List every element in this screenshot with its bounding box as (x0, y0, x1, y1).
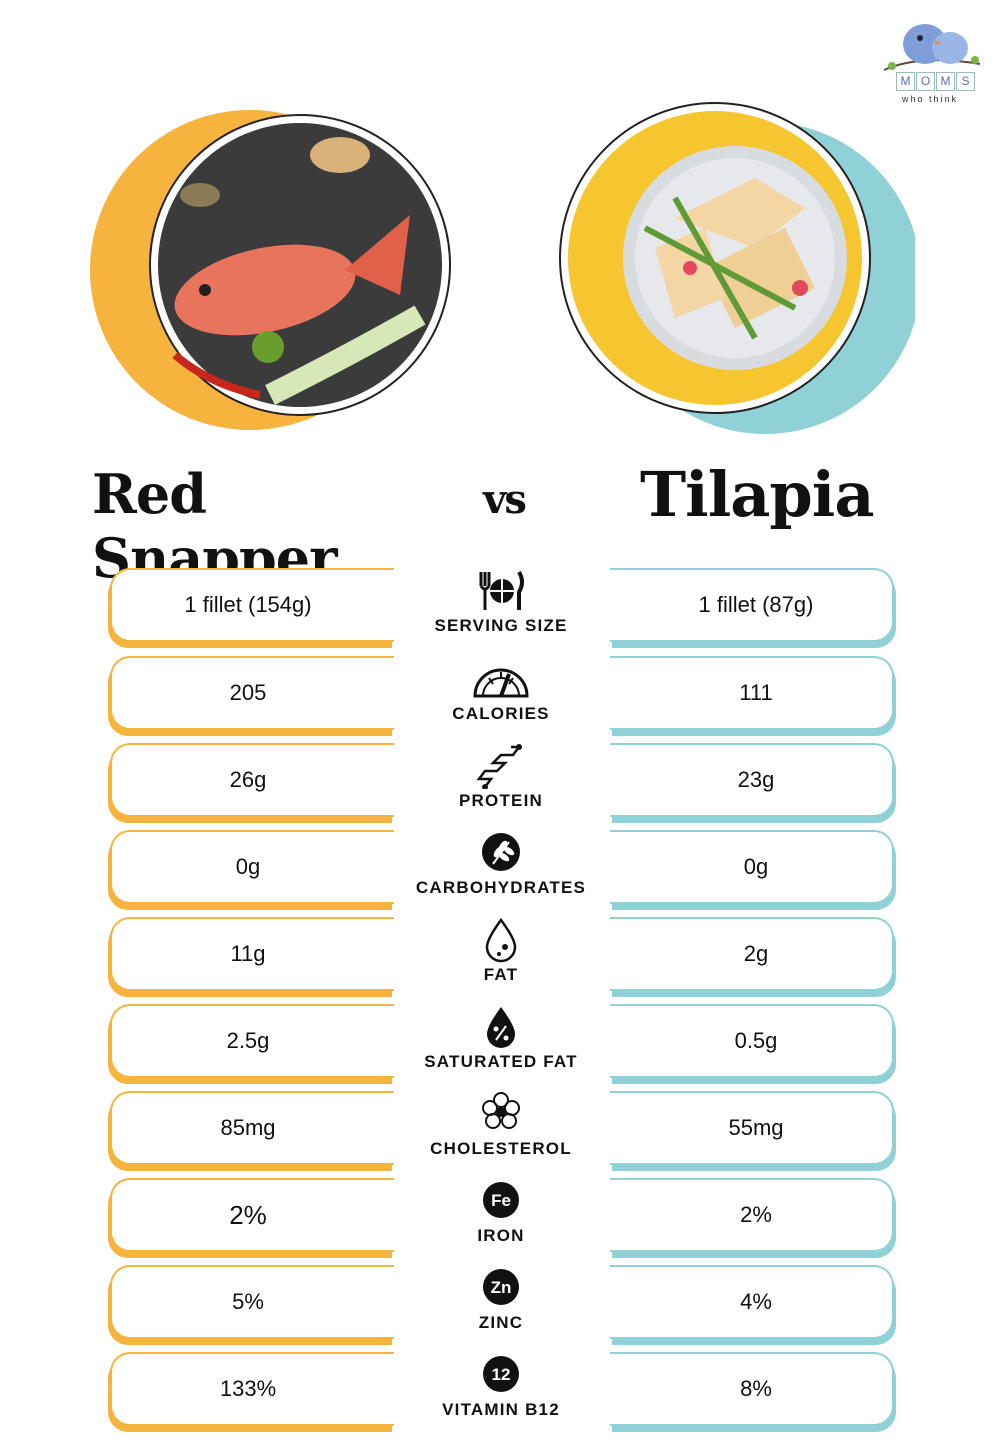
wheat-icon (482, 833, 520, 871)
bird-icon (883, 24, 981, 71)
nutrient-center: Zn ZINC (400, 1265, 602, 1333)
nutrient-center: SATURATED FAT (400, 1004, 602, 1072)
right-value: 8% (740, 1376, 772, 1401)
b12-badge-icon: 12 (483, 1356, 519, 1392)
right-value-pill: 55mg (610, 1091, 894, 1165)
nutrient-label: CALORIES (452, 704, 550, 723)
moms-who-think-logo: M O M S who think (880, 14, 985, 109)
row-calories: 205 CALORIES 111 (0, 656, 1000, 736)
nutrient-label: SERVING SIZE (434, 616, 568, 635)
red-snapper-image (90, 95, 460, 435)
right-value-pill: 111 (610, 656, 894, 730)
nutrient-center: FAT (400, 917, 602, 985)
nutrient-label: CARBOHYDRATES (415, 878, 587, 897)
row-zinc: 5% Zn ZINC 4% (0, 1265, 1000, 1345)
right-value-pill: 2% (610, 1178, 894, 1252)
nutrient-center: CARBOHYDRATES (400, 830, 602, 898)
nutrient-label: PROTEIN (459, 791, 543, 810)
right-value: 2g (743, 941, 769, 966)
logo-letters: M O M S (896, 72, 975, 91)
left-value: 205 (229, 680, 267, 705)
nutrient-center: CALORIES (400, 656, 602, 724)
right-value: 4% (740, 1289, 772, 1314)
right-value-pill: 0g (610, 830, 894, 904)
row-protein: 26g PROTEIN 23g (0, 743, 1000, 823)
right-value-pill: 4% (610, 1265, 894, 1339)
nutrient-label: IRON (477, 1226, 525, 1245)
nutrient-center: SERVING SIZE (400, 568, 602, 636)
left-value: 2.5g (226, 1028, 270, 1053)
right-value-pill: 1 fillet (87g) (610, 568, 894, 642)
right-value: 0.5g (734, 1028, 778, 1053)
row-saturated-fat: 2.5g SATURATED FAT 0.5g (0, 1004, 1000, 1084)
nutrient-center: CHOLESTEROL (400, 1091, 602, 1159)
nutrient-center: 12 VITAMIN B12 (400, 1352, 602, 1420)
left-value-pill: 205 (110, 656, 394, 730)
vs-label: vs (483, 476, 527, 523)
row-serving-size: 1 fillet (154g) SERVING SIZE 1 fillet (8… (0, 568, 1000, 648)
nutrient-center: Fe IRON (400, 1178, 602, 1246)
gauge-icon (473, 668, 529, 698)
right-value: 23g (737, 767, 775, 792)
drop-icon (485, 917, 517, 963)
left-value-pill: 2% (110, 1178, 394, 1252)
left-value-pill: 5% (110, 1265, 394, 1339)
right-value: 1 fillet (87g) (698, 592, 814, 617)
svg-text:Zn: Zn (491, 1278, 512, 1297)
right-value-pill: 23g (610, 743, 894, 817)
right-value: 2% (740, 1202, 772, 1227)
left-value-pill: 11g (110, 917, 394, 991)
left-value: 26g (229, 767, 267, 792)
drop-percent-icon (487, 1007, 515, 1048)
svg-text:Fe: Fe (491, 1191, 511, 1210)
left-value-pill: 2.5g (110, 1004, 394, 1078)
row-iron: 2% Fe IRON 2% (0, 1178, 1000, 1258)
protein-chain-icon (476, 744, 522, 789)
nutrient-center: PROTEIN (400, 743, 602, 811)
nutrient-label: SATURATED FAT (424, 1052, 578, 1071)
utensils-plate-icon (479, 570, 524, 610)
left-value-pill: 0g (110, 830, 394, 904)
row-fat: 11g FAT 2g (0, 917, 1000, 997)
left-value-pill: 26g (110, 743, 394, 817)
left-value: 1 fillet (154g) (184, 592, 312, 617)
right-value-pill: 2g (610, 917, 894, 991)
svg-text:12: 12 (492, 1365, 511, 1384)
left-value: 2% (229, 1200, 267, 1230)
right-value: 55mg (728, 1115, 784, 1140)
logo-tagline: who think (902, 94, 959, 104)
row-vitamin-b12: 133% 12 VITAMIN B12 8% (0, 1352, 1000, 1432)
row-cholesterol: 85mg CHOLESTEROL 55mg (0, 1091, 1000, 1171)
nutrient-label: ZINC (478, 1313, 524, 1332)
right-title: Tilapia (640, 458, 875, 531)
left-value: 0g (235, 854, 261, 879)
nutrient-label: VITAMIN B12 (442, 1400, 560, 1419)
left-value-pill: 1 fillet (154g) (110, 568, 394, 642)
tilapia-image (555, 98, 915, 438)
left-value: 85mg (220, 1115, 276, 1140)
left-value: 11g (230, 941, 266, 966)
right-value-pill: 8% (610, 1352, 894, 1426)
right-value-pill: 0.5g (610, 1004, 894, 1078)
right-value: 0g (743, 854, 769, 879)
zn-badge-icon: Zn (483, 1269, 519, 1305)
fe-badge-icon: Fe (483, 1182, 519, 1218)
nutrient-label: FAT (483, 965, 519, 984)
cells-icon (482, 1092, 520, 1129)
right-value: 111 (739, 680, 773, 705)
left-value: 133% (219, 1376, 277, 1401)
nutrient-label: CHOLESTEROL (430, 1139, 572, 1158)
left-value-pill: 133% (110, 1352, 394, 1426)
left-value: 5% (232, 1289, 264, 1314)
left-value-pill: 85mg (110, 1091, 394, 1165)
row-carbohydrates: 0g CARBOHYDRATES 0g (0, 830, 1000, 910)
